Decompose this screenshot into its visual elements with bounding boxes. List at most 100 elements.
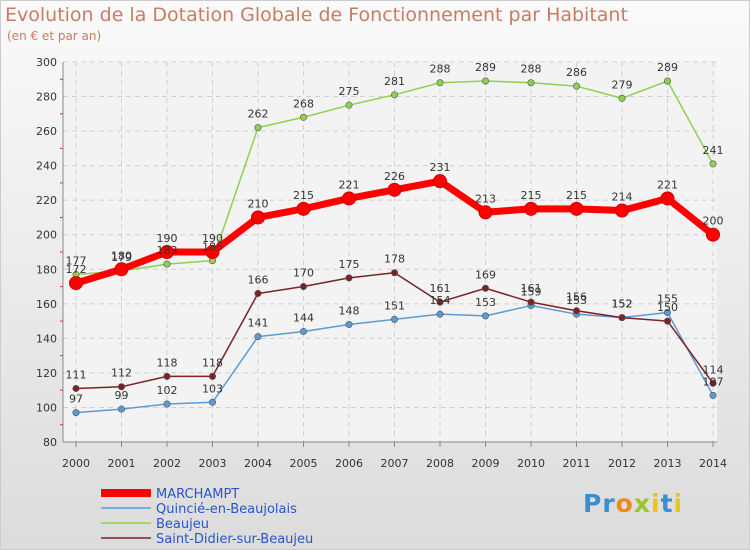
data-point bbox=[390, 315, 398, 323]
y-tick-label: 200 bbox=[36, 229, 57, 242]
data-point bbox=[69, 276, 83, 291]
x-tick-label: 2000 bbox=[62, 457, 90, 470]
x-tick-label: 2009 bbox=[472, 457, 500, 470]
data-label: 114 bbox=[703, 363, 724, 376]
data-point bbox=[72, 409, 80, 417]
data-label: 286 bbox=[566, 66, 587, 79]
data-point bbox=[390, 269, 398, 277]
data-point bbox=[299, 113, 307, 121]
data-label: 153 bbox=[566, 294, 587, 307]
data-label: 262 bbox=[248, 108, 269, 121]
data-point bbox=[72, 384, 80, 392]
y-tick-label: 100 bbox=[36, 401, 57, 414]
data-label: 226 bbox=[384, 170, 405, 183]
x-tick-label: 2012 bbox=[608, 457, 636, 470]
y-tick-label: 160 bbox=[36, 298, 57, 311]
x-tick-label: 2003 bbox=[199, 457, 227, 470]
data-label: 200 bbox=[703, 215, 724, 228]
data-point bbox=[118, 383, 126, 391]
y-tick-label: 240 bbox=[36, 160, 57, 173]
data-point bbox=[163, 372, 171, 380]
data-label: 185 bbox=[202, 241, 223, 254]
data-point bbox=[481, 312, 489, 320]
data-point bbox=[299, 327, 307, 335]
data-label: 141 bbox=[248, 317, 269, 330]
data-label: 103 bbox=[202, 382, 223, 395]
data-point bbox=[572, 82, 580, 90]
data-label: 190 bbox=[157, 232, 178, 245]
data-label: 102 bbox=[157, 384, 178, 397]
data-point bbox=[163, 400, 171, 408]
data-point bbox=[572, 307, 580, 315]
data-label: 166 bbox=[248, 273, 269, 286]
data-label: 281 bbox=[384, 75, 405, 88]
data-label: 156 bbox=[566, 291, 587, 304]
x-tick-label: 2013 bbox=[654, 457, 682, 470]
logo-letter: i bbox=[651, 489, 661, 518]
data-label: 170 bbox=[293, 267, 314, 280]
data-point bbox=[254, 124, 262, 132]
data-label: 213 bbox=[475, 192, 496, 205]
data-label: 214 bbox=[612, 191, 633, 204]
data-point bbox=[436, 298, 444, 306]
data-label: 221 bbox=[339, 178, 360, 191]
data-label: 268 bbox=[293, 97, 314, 110]
data-point bbox=[663, 77, 671, 85]
data-label: 178 bbox=[384, 253, 405, 266]
data-point bbox=[114, 262, 129, 277]
data-label: 221 bbox=[657, 178, 678, 191]
data-point bbox=[709, 160, 717, 168]
data-label: 288 bbox=[521, 63, 542, 76]
data-label: 107 bbox=[703, 375, 724, 388]
y-tick-label: 180 bbox=[36, 263, 57, 276]
data-point bbox=[618, 94, 626, 102]
data-label: 161 bbox=[521, 282, 542, 295]
data-point bbox=[481, 284, 489, 292]
data-point bbox=[663, 308, 671, 316]
x-tick-label: 2010 bbox=[517, 457, 545, 470]
data-label: 152 bbox=[612, 298, 633, 311]
data-label: 161 bbox=[430, 282, 451, 295]
data-label: 190 bbox=[202, 232, 223, 245]
data-label: 169 bbox=[475, 268, 496, 281]
data-point bbox=[706, 227, 720, 242]
data-label: 183 bbox=[157, 244, 178, 257]
data-label: 118 bbox=[202, 356, 223, 369]
legend-label: Beaujeu bbox=[156, 517, 209, 532]
data-label: 112 bbox=[111, 367, 132, 380]
x-tick-label: 2005 bbox=[290, 457, 318, 470]
logo-letter: o bbox=[615, 489, 634, 518]
data-point bbox=[618, 314, 626, 322]
data-point bbox=[663, 317, 671, 325]
data-point bbox=[436, 79, 444, 87]
logo-letter: P bbox=[583, 489, 603, 518]
data-point bbox=[254, 289, 262, 297]
x-tick-label: 2014 bbox=[699, 457, 727, 470]
x-tick-label: 2004 bbox=[244, 457, 272, 470]
data-point bbox=[527, 298, 535, 306]
data-label: 159 bbox=[521, 286, 542, 299]
data-point bbox=[205, 245, 220, 259]
data-label: 288 bbox=[430, 63, 451, 76]
data-point bbox=[251, 210, 265, 225]
data-label: 150 bbox=[657, 301, 678, 314]
data-label: 152 bbox=[612, 298, 633, 311]
chart-subtitle: (en € et par an) bbox=[7, 29, 102, 43]
data-point bbox=[345, 274, 353, 282]
chart-title: Evolution de la Dotation Globale de Fonc… bbox=[5, 4, 628, 26]
data-point bbox=[342, 191, 356, 206]
data-label: 155 bbox=[657, 292, 678, 305]
data-point bbox=[433, 174, 447, 189]
x-tick-label: 2008 bbox=[426, 457, 454, 470]
data-label: 215 bbox=[293, 189, 314, 202]
data-point bbox=[387, 182, 402, 197]
data-label: 177 bbox=[66, 254, 87, 267]
data-label: 111 bbox=[66, 368, 87, 381]
data-label: 289 bbox=[657, 61, 678, 74]
data-label: 231 bbox=[430, 161, 451, 174]
data-point bbox=[345, 321, 353, 329]
data-point bbox=[345, 101, 353, 109]
data-point bbox=[709, 391, 717, 399]
